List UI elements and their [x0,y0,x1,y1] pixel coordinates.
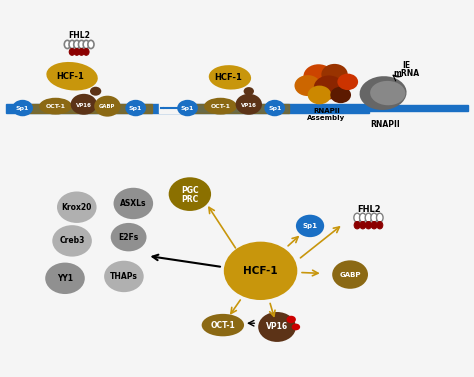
Circle shape [111,223,146,251]
Circle shape [292,323,300,330]
Ellipse shape [78,40,84,49]
Text: VP16: VP16 [76,103,92,107]
Circle shape [12,100,33,116]
Text: FHL2: FHL2 [357,205,381,214]
Ellipse shape [69,49,75,55]
Circle shape [308,86,331,104]
Circle shape [303,64,334,88]
Circle shape [294,75,321,96]
Text: ASXLs: ASXLs [120,199,146,208]
Circle shape [114,188,153,219]
Text: OCT-1: OCT-1 [46,104,65,109]
Ellipse shape [209,65,251,90]
Text: HCF-1: HCF-1 [56,72,83,81]
Circle shape [125,100,146,116]
Circle shape [330,87,351,103]
Text: PGC: PGC [181,186,199,195]
Circle shape [332,261,368,289]
Text: Sp1: Sp1 [302,223,318,229]
Bar [369,105,468,111]
Ellipse shape [377,221,383,229]
Ellipse shape [74,40,80,49]
Ellipse shape [88,40,94,49]
Ellipse shape [39,98,72,115]
Text: VP16: VP16 [241,103,257,107]
Text: OCT-1: OCT-1 [210,104,230,109]
Circle shape [71,94,97,115]
Circle shape [321,64,348,85]
Bar [6,104,369,112]
Ellipse shape [359,213,366,222]
Text: HCF-1: HCF-1 [215,73,243,82]
Circle shape [337,74,358,90]
Text: GABP: GABP [99,104,116,109]
Text: RNAPII: RNAPII [313,108,340,113]
Circle shape [45,263,85,294]
Ellipse shape [64,40,71,49]
Ellipse shape [354,221,360,229]
Text: OCT-1: OCT-1 [210,320,235,329]
Text: THAPs: THAPs [110,272,138,281]
Bar [25,104,152,112]
Ellipse shape [83,49,89,55]
Text: PRC: PRC [181,195,199,204]
Text: Creb3: Creb3 [59,236,85,245]
Circle shape [177,100,198,116]
Circle shape [244,87,254,95]
Circle shape [286,316,296,323]
Ellipse shape [365,213,372,222]
Text: Sp1: Sp1 [16,106,29,110]
Text: YY1: YY1 [57,274,73,283]
Circle shape [169,177,211,211]
Circle shape [57,192,97,223]
Circle shape [52,225,92,257]
Bar [159,103,185,113]
Ellipse shape [371,221,377,229]
Bar [190,104,289,112]
Circle shape [104,261,144,292]
Circle shape [258,312,296,342]
Text: GABP: GABP [339,271,361,277]
Ellipse shape [370,81,405,105]
Circle shape [314,75,344,100]
Ellipse shape [360,76,407,110]
Text: mRNA: mRNA [393,69,419,78]
Text: RNAPII: RNAPII [371,120,401,129]
Ellipse shape [354,213,360,222]
Ellipse shape [204,98,237,115]
Text: E2Fs: E2Fs [118,233,139,242]
Ellipse shape [46,62,98,90]
Ellipse shape [376,213,383,222]
Ellipse shape [83,40,89,49]
Text: HCF-1: HCF-1 [243,266,278,276]
Ellipse shape [365,221,372,229]
Circle shape [264,100,285,116]
Ellipse shape [69,40,75,49]
Ellipse shape [371,213,377,222]
Text: IE: IE [402,60,410,69]
Ellipse shape [79,49,84,55]
Text: Sp1: Sp1 [268,106,282,110]
Text: Sp1: Sp1 [129,106,142,110]
Circle shape [94,96,120,116]
Ellipse shape [201,314,244,336]
Ellipse shape [74,49,80,55]
Circle shape [296,215,324,237]
Ellipse shape [360,221,366,229]
Text: VP16: VP16 [266,322,288,331]
Circle shape [224,242,297,300]
Text: Krox20: Krox20 [62,203,92,212]
Circle shape [236,94,262,115]
Text: Assembly: Assembly [308,115,346,121]
Text: Sp1: Sp1 [181,106,194,110]
Text: FHL2: FHL2 [68,31,90,40]
Circle shape [90,87,101,96]
